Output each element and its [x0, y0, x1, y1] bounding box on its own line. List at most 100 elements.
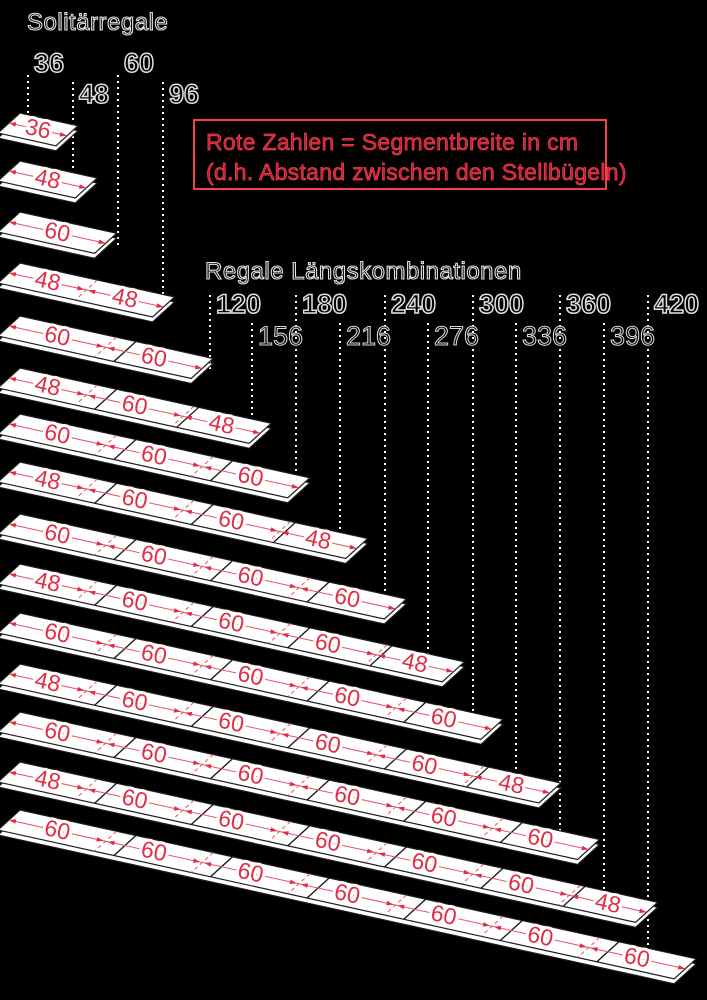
dimension-arrow: [88, 690, 96, 696]
dimension-arrow: [9, 377, 17, 382]
dimension-arrow: [378, 654, 386, 659]
shelf-segment-label: 48: [33, 370, 64, 401]
shelf-segment-label: 60: [525, 822, 556, 853]
shelf-segment-label: 60: [216, 606, 247, 637]
shelf-segment-label: 60: [119, 483, 150, 514]
dimension-arrow: [192, 562, 201, 567]
dimension-arrow: [192, 858, 201, 863]
legend-box: Rote Zahlen = Segmentbreite in cm (d.h. …: [193, 119, 627, 190]
dimension-arrow: [252, 429, 261, 434]
shelf-segment-label: 60: [235, 561, 266, 592]
dimension-arrow: [184, 509, 193, 515]
dimension-arrow: [96, 640, 104, 645]
shelf-segment-label: 48: [33, 566, 64, 597]
shelf-segment-label: 60: [119, 685, 150, 716]
shelf-segment-label: 60: [332, 681, 363, 712]
dimension-arrow: [88, 590, 96, 596]
dimension-arrow: [107, 444, 115, 450]
shelf-segment-label: 60: [235, 857, 266, 888]
shelf-segment-label: 60: [429, 899, 460, 930]
dimension-line: [8, 622, 493, 730]
dimension-arrow: [204, 862, 212, 867]
shelf-segment-label: 60: [42, 518, 73, 549]
dimension-arrow: [204, 466, 212, 471]
shelf-row-12: 48 60 60 60 60 48: [0, 663, 563, 809]
dimension-arrow: [270, 729, 278, 734]
dimension-arrow: [9, 221, 17, 226]
dimension-arrow: [107, 840, 115, 846]
legend-line-2: (d.h. Abstand zwischen den Stellbügeln): [206, 159, 627, 185]
shelf-segment-label: 60: [525, 920, 556, 951]
dimension-arrow: [77, 285, 85, 291]
shelf-segment-label: 48: [303, 524, 334, 555]
dimension-arrow: [270, 527, 278, 532]
scale-label-96: 96: [169, 79, 199, 109]
scale-label-396: 396: [610, 321, 655, 351]
dimension-arrow: [9, 721, 17, 726]
dimension-line: [8, 771, 647, 913]
dimension-arrow: [542, 789, 550, 794]
dimension-arrow: [590, 947, 598, 952]
dimension-line: [8, 272, 164, 308]
scale-label-48: 48: [79, 79, 109, 109]
dimension-arrow: [9, 272, 17, 277]
shelf-row-5: 60 60: [0, 315, 215, 385]
dimension-arrow: [77, 484, 85, 490]
shelf-segment-label: 60: [139, 539, 170, 570]
shelf-row-15: 60 60 60 60 60 60 60: [0, 809, 698, 985]
dimension-arrow: [378, 754, 386, 759]
dimension-arrow: [677, 965, 686, 970]
dimension-arrow: [474, 873, 482, 879]
shelf-segment-label: 60: [139, 737, 170, 768]
dimension-arrow: [96, 541, 104, 546]
solitaire-heading: Solitärregale: [27, 9, 168, 36]
dimension-arrow: [482, 824, 490, 829]
dimension-line: [8, 122, 68, 137]
dimension-arrow: [494, 925, 502, 931]
dimension-arrow: [581, 845, 589, 851]
dimension-arrow: [88, 488, 96, 494]
shelf-segment-label: 60: [235, 461, 266, 492]
dimension-arrow: [192, 462, 201, 467]
dimension-arrow: [77, 784, 85, 790]
scale-label-60: 60: [124, 48, 154, 78]
shelf-segment-label: 60: [332, 780, 363, 811]
dimension-arrow: [96, 837, 104, 842]
shelf-segment-label: 60: [119, 783, 150, 814]
dimension-line: [8, 170, 87, 189]
dimension-line: [8, 523, 396, 610]
dimension-arrow: [88, 788, 96, 794]
shelf-segment-label: 48: [496, 768, 527, 799]
shelf-segment-label: 60: [409, 749, 440, 780]
dimension-arrow: [494, 827, 502, 833]
dimension-arrow: [107, 742, 115, 748]
dimension-arrow: [579, 943, 587, 948]
dimension-arrow: [107, 544, 115, 550]
dimension-arrow: [204, 764, 212, 769]
dimension-arrow: [300, 785, 309, 790]
dimension-arrow: [88, 289, 96, 295]
shelf-segment-label: 60: [119, 585, 150, 616]
shelf-segment-label: 60: [42, 814, 73, 845]
shelf-segment-label: 60: [139, 835, 170, 866]
dimension-arrow: [378, 852, 386, 857]
dimension-arrow: [9, 423, 17, 428]
legend-line-1: Rote Zahlen = Segmentbreite in cm: [206, 129, 578, 155]
dimension-arrow: [463, 771, 471, 777]
dimension-arrow: [639, 908, 647, 913]
dimension-arrow: [281, 633, 289, 638]
dimension-arrow: [571, 894, 579, 900]
guide-lines-layer: [27, 75, 649, 961]
shelf-segment-label: 60: [429, 702, 460, 733]
shelf-segment-label: 60: [506, 868, 537, 899]
shelf-row-9: 60 60 60 60: [0, 513, 408, 625]
dimension-arrow: [173, 608, 181, 613]
shelf-segment-label: 60: [42, 716, 73, 747]
dimension-arrow: [289, 781, 297, 787]
dimension-arrow: [388, 605, 396, 610]
scale-label-156: 156: [258, 321, 303, 351]
shelf-segment-label: 48: [33, 265, 64, 296]
dimension-arrow: [397, 904, 405, 910]
dimension-arrow: [98, 239, 106, 244]
